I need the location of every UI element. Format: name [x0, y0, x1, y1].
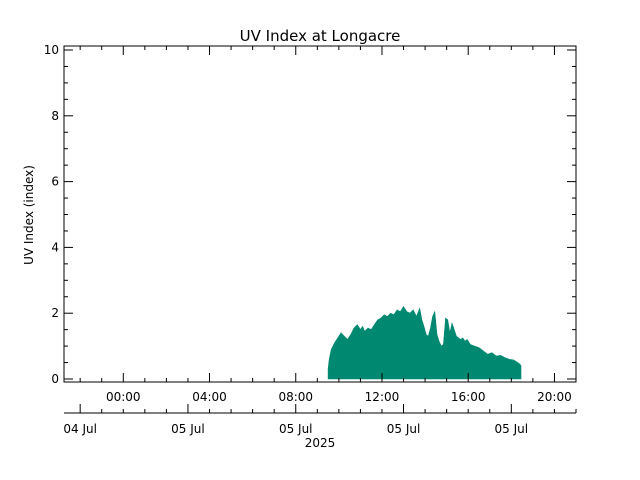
x-tick-label: 16:00: [451, 390, 486, 404]
y-tick-label: 6: [51, 175, 59, 189]
x-tick-label: 20:00: [537, 390, 572, 404]
x-tick-label: 00:00: [106, 390, 141, 404]
date-tick-label: 05 Jul: [495, 422, 529, 436]
date-tick-label: 04 Jul: [63, 422, 97, 436]
y-tick-label: 8: [51, 109, 59, 123]
date-tick-label: 05 Jul: [171, 422, 205, 436]
y-axis-label: UV Index (index): [22, 165, 36, 265]
plot-frame: [63, 45, 577, 383]
y-tick-label: 10: [44, 43, 59, 57]
y-tick-label: 0: [51, 372, 59, 386]
x-date-axis: 04 Jul 05 Jul 05 Jul 05 Jul 05 Jul: [63, 404, 577, 436]
date-tick-label: 05 Jul: [279, 422, 313, 436]
x-tick-label: 04:00: [192, 390, 227, 404]
uv-area: [327, 306, 522, 380]
chart-title: UV Index at Longacre: [240, 27, 401, 45]
date-tick-label: 05 Jul: [387, 422, 421, 436]
x-tick-label: 12:00: [365, 390, 400, 404]
y-tick-label: 4: [51, 240, 59, 254]
y-tick-label: 2: [51, 306, 59, 320]
x-tick-label: 08:00: [278, 390, 313, 404]
x-time-axis: 00:00 04:00 08:00 12:00 16:00 20:00: [79, 46, 577, 404]
y-axis: 0 2 4 6 8 10: [44, 43, 576, 386]
plot-border: [63, 45, 577, 383]
year-label: 2025: [305, 436, 336, 450]
uv-area-layer: [327, 306, 522, 380]
